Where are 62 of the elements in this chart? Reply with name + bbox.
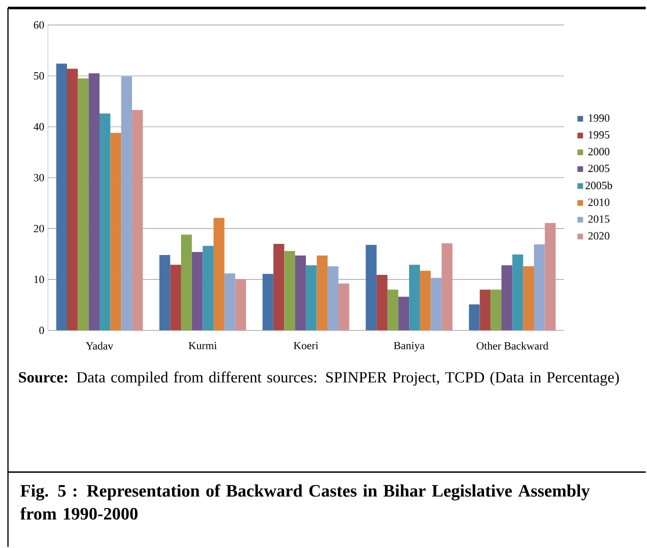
- bar: [490, 290, 502, 331]
- bar: [110, 133, 122, 331]
- bar: [235, 279, 246, 331]
- bar: [262, 274, 274, 331]
- bar: [56, 64, 67, 331]
- bar: [316, 256, 328, 331]
- bar: [295, 256, 306, 331]
- bar: [214, 218, 224, 331]
- bar: [284, 251, 296, 331]
- bar: [66, 68, 78, 331]
- legend-label: 2005b: [586, 182, 612, 190]
- bar: [366, 245, 377, 331]
- bar: [468, 304, 480, 331]
- legend-label: 2020: [588, 232, 610, 240]
- text: Fig. 5 : Representation of Backward Castes in Bihar Legislative Assembly from 1990-2000: [20, 484, 590, 520]
- bar: [338, 284, 350, 331]
- text: Source: Data compiled from different sources: SPINPER Project, TCPD (Data in Percentage): [19, 372, 619, 386]
- y-tick-label: 60: [34, 21, 44, 29]
- y-tick-label: 50: [34, 72, 44, 80]
- y-tick-label: 30: [34, 174, 44, 182]
- bar: [523, 266, 534, 331]
- legend-label: 2005: [588, 164, 610, 172]
- y-tick-label: 20: [34, 225, 44, 232]
- y-tick-label: 10: [34, 276, 44, 284]
- bar: [501, 265, 512, 331]
- bar: [328, 266, 338, 331]
- bar: [376, 275, 388, 331]
- legend-label: 1990: [588, 114, 610, 122]
- bar: [480, 290, 491, 331]
- x-tick-label: Koeri: [294, 342, 318, 350]
- bar: [170, 264, 182, 331]
- bar: [442, 244, 452, 331]
- bar: [78, 78, 89, 331]
- y-tick-label: 40: [34, 123, 44, 131]
- bar: [387, 290, 398, 331]
- legend-label: 1995: [588, 131, 610, 139]
- legend-label: 2000: [588, 148, 610, 156]
- legend-label: 2010: [588, 198, 610, 206]
- bar: [409, 264, 420, 331]
- bar: [202, 246, 214, 331]
- bar: [273, 244, 284, 331]
- bar: [121, 76, 132, 331]
- bar: [159, 255, 170, 331]
- bar: [88, 74, 100, 331]
- bar: [512, 254, 524, 331]
- bar: [132, 110, 143, 331]
- bar: [430, 278, 442, 331]
- bar: [398, 296, 410, 331]
- x-tick-label: Yadav: [86, 342, 114, 350]
- x-tick-label: Baniya: [394, 342, 425, 352]
- bar: [534, 244, 545, 331]
- bar: [306, 265, 317, 331]
- bar: [224, 274, 236, 331]
- bar: [100, 114, 110, 331]
- bar: [420, 271, 431, 331]
- x-tick-label: Other Backward: [476, 342, 548, 350]
- y-tick-label: 0: [39, 326, 44, 334]
- legend-label: 2015: [588, 216, 610, 223]
- x-tick-label: Kurmi: [188, 342, 217, 350]
- bar: [544, 223, 556, 331]
- bar: [181, 234, 192, 331]
- bar: [192, 252, 203, 331]
